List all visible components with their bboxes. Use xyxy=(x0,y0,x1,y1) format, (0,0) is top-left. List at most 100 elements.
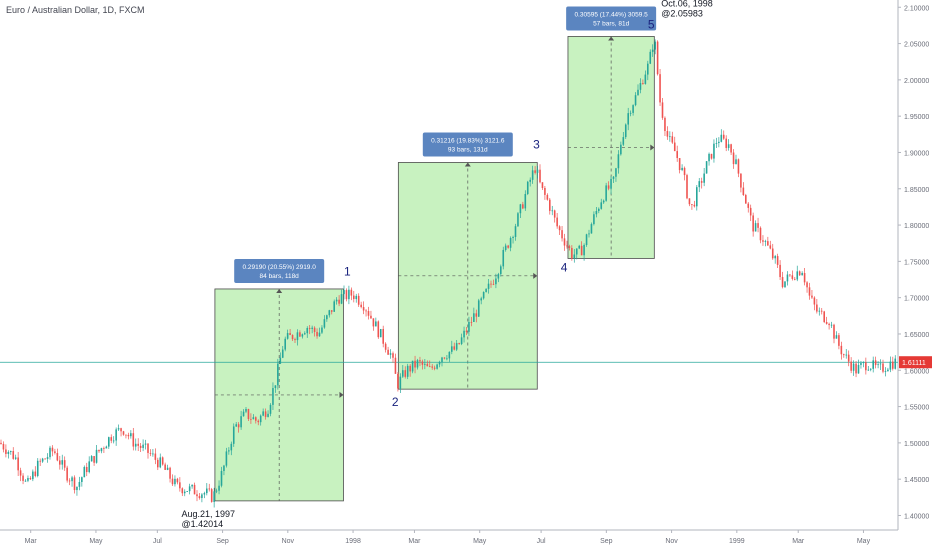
candle-body xyxy=(813,297,816,305)
candle-body xyxy=(306,328,309,334)
candle-body xyxy=(794,278,796,280)
candle-body xyxy=(90,456,93,462)
candle-body xyxy=(68,480,71,482)
candle-body xyxy=(490,283,492,285)
candle-body xyxy=(353,295,355,300)
candle-body xyxy=(561,230,563,239)
candle-body xyxy=(536,169,539,173)
candle-body xyxy=(504,245,507,250)
candle-body xyxy=(424,363,426,365)
candle-body xyxy=(137,443,139,446)
candle-body xyxy=(686,175,688,199)
candle-body xyxy=(274,385,277,389)
x-tick-label: 1999 xyxy=(729,538,745,545)
candle-body xyxy=(607,185,610,189)
candle-body xyxy=(208,488,211,490)
candle-body xyxy=(108,437,110,447)
range-1-label-line1: 0.29190 (20.55%) 2919.0 xyxy=(242,264,316,271)
candle-body xyxy=(887,369,889,372)
candle-body xyxy=(470,321,473,323)
candle-body xyxy=(105,446,108,449)
candle-body xyxy=(421,361,424,365)
candle-body xyxy=(715,143,718,144)
candle-body xyxy=(659,74,661,103)
candle-body xyxy=(431,366,433,368)
x-tick-label: Mar xyxy=(792,538,805,545)
candle-body xyxy=(661,102,664,118)
candle-body xyxy=(372,318,375,327)
candle-body xyxy=(59,460,61,465)
candle-body xyxy=(272,388,274,405)
candle-body xyxy=(316,331,318,337)
candle-body xyxy=(720,134,723,142)
candle-body xyxy=(203,493,206,495)
candle-body xyxy=(806,282,808,288)
x-axis-ticks: Mar May Jul Sep Nov 1998 Mar May Jul Sep Nov 1999 Ma… xyxy=(25,530,871,545)
y-tick-label: 1.75000 xyxy=(904,259,929,266)
candle-body xyxy=(497,274,500,279)
candle-body xyxy=(595,210,598,215)
candle-body xyxy=(357,295,360,305)
measure-ranges: 0.29190 (20.55%) 2919.0 84 bars, 118d 0.31… xyxy=(214,6,657,502)
candle-body xyxy=(485,288,487,292)
candle-body xyxy=(139,445,142,448)
y-tick-label: 2.00000 xyxy=(904,78,929,85)
candle-body xyxy=(764,241,767,242)
candle-body xyxy=(762,240,764,242)
candle-body xyxy=(218,485,220,491)
candle-body xyxy=(622,137,625,145)
y-tick-label: 2.10000 xyxy=(904,5,929,12)
candle-body xyxy=(823,311,825,323)
y-tick-label: 1.85000 xyxy=(904,187,929,194)
candle-body xyxy=(747,203,750,208)
candle-body xyxy=(428,366,431,368)
candle-body xyxy=(451,346,453,352)
candle-body xyxy=(39,460,41,462)
candle-body xyxy=(328,310,331,316)
candle-body xyxy=(61,460,64,465)
candle-body xyxy=(49,447,51,458)
range-3-label-line1: 0.30595 (17.44%) 3059.5 xyxy=(574,11,648,18)
wave-label-5: 5 xyxy=(648,18,655,32)
candle-body xyxy=(708,153,710,162)
candle-body xyxy=(157,459,159,468)
candle-body xyxy=(286,333,289,339)
candle-body xyxy=(769,245,772,249)
candle-body xyxy=(855,363,857,374)
candle-body xyxy=(384,343,387,350)
candle-body xyxy=(41,458,44,462)
candle-body xyxy=(433,367,436,369)
y-tick-label: 1.70000 xyxy=(904,296,929,303)
y-tick-label: 1.90000 xyxy=(904,150,929,157)
candle-body xyxy=(879,363,882,365)
candle-body xyxy=(539,169,541,183)
candle-body xyxy=(56,453,59,461)
candle-body xyxy=(678,158,681,171)
candle-body xyxy=(311,327,313,329)
candle-body xyxy=(443,357,446,359)
candle-body xyxy=(666,131,669,137)
candle-body xyxy=(500,266,502,275)
candle-body xyxy=(22,475,24,481)
candle-body xyxy=(857,364,860,374)
candle-body xyxy=(742,187,745,196)
candle-body xyxy=(713,143,715,159)
candle-body xyxy=(691,204,693,205)
candle-body xyxy=(529,179,531,182)
candle-body xyxy=(210,489,213,502)
candle-body xyxy=(460,337,463,345)
candle-body xyxy=(149,452,152,454)
candle-body xyxy=(370,315,372,319)
x-tick-label: 1998 xyxy=(345,538,361,545)
candle-body xyxy=(629,112,632,114)
candle-body xyxy=(578,245,580,249)
range-3-label-box xyxy=(566,6,657,31)
candle-body xyxy=(860,363,862,365)
candle-body xyxy=(590,224,593,234)
candle-body xyxy=(847,354,850,362)
candle-body xyxy=(889,361,892,370)
candle-body xyxy=(865,362,867,371)
candle-body xyxy=(402,370,404,377)
candle-body xyxy=(624,124,627,138)
